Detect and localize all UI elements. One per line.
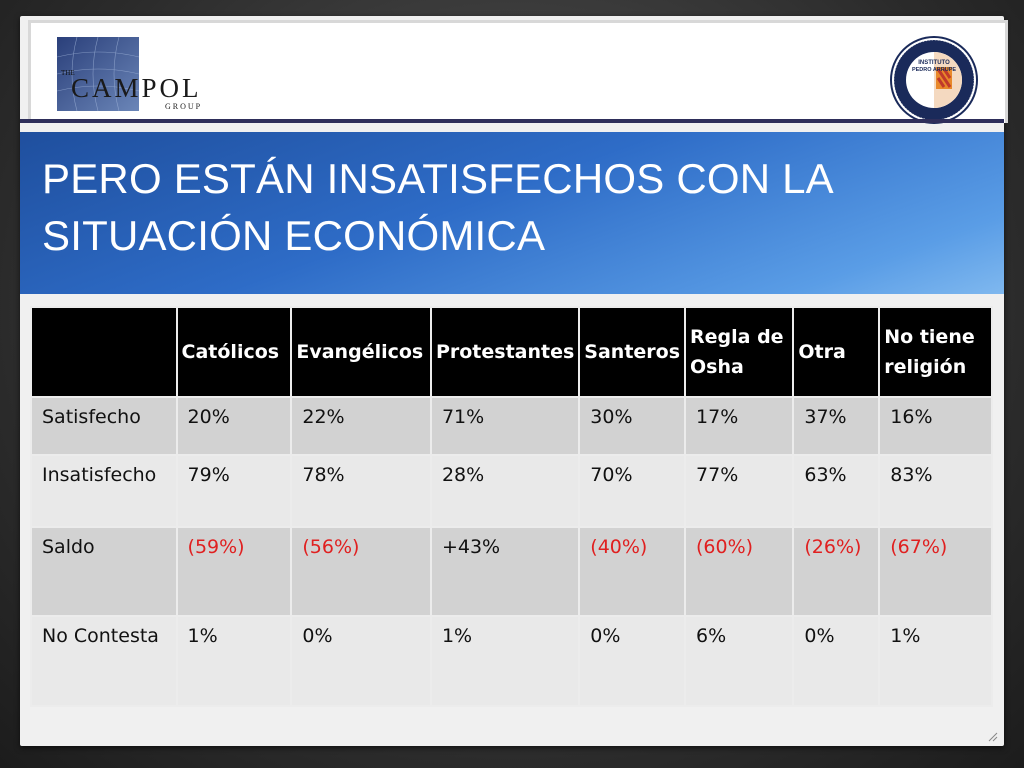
slide: THE CAMPOL GROUP INSTITUTO PEDRO ARRUPE … — [20, 16, 1008, 746]
resize-grip-icon — [988, 732, 998, 742]
table-cell: 63% — [792, 454, 881, 528]
table-cell: 30% — [578, 396, 687, 456]
table-row: Saldo (59%) (56%) +43% (40%) (60%) (26%)… — [30, 526, 993, 617]
table-cell: (60%) — [684, 526, 795, 617]
header-cell-evangelicos: Evangélicos — [290, 306, 432, 398]
table-row: Insatisfecho 79% 78% 28% 70% 77% 63% 83% — [30, 454, 993, 528]
table-cell: 17% — [684, 396, 795, 456]
row-label: No Contesta — [30, 615, 178, 707]
table-cell: 1% — [878, 615, 993, 707]
header-cell-catolicos: Católicos — [175, 306, 293, 398]
table-cell: 20% — [175, 396, 293, 456]
table-cell: (40%) — [578, 526, 687, 617]
table-row: Satisfecho 20% 22% 71% 30% 17% 37% 16% — [30, 396, 993, 456]
table-cell: 1% — [429, 615, 581, 707]
table-cell: 6% — [684, 615, 795, 707]
header-cell-regla-de-osha: Regla de Osha — [684, 306, 795, 398]
table-cell: 1% — [175, 615, 293, 707]
table-cell: 70% — [578, 454, 687, 528]
header-cell-no-religion: No tiene religión — [878, 306, 993, 398]
table-cell: 37% — [792, 396, 881, 456]
row-label: Saldo — [30, 526, 178, 617]
table-cell: 16% — [878, 396, 993, 456]
table-cell: (67%) — [878, 526, 993, 617]
campol-small-bottom: GROUP — [165, 102, 202, 111]
seal-line2: PEDRO ARRUPE — [912, 67, 956, 73]
row-label: Satisfecho — [30, 396, 178, 456]
row-label: Insatisfecho — [30, 454, 178, 528]
table-cell: 22% — [290, 396, 432, 456]
table-cell: (26%) — [792, 526, 881, 617]
seal-line1: INSTITUTO — [918, 60, 950, 66]
campol-small-top: THE — [61, 69, 75, 77]
title-band — [20, 132, 1004, 294]
institute-seal-logo: INSTITUTO PEDRO ARRUPE — [890, 36, 978, 124]
table-header-row: Católicos Evangélicos Protestantes Sante… — [30, 306, 993, 398]
title-line-1: PERO ESTÁN INSATISFECHOS CON LA — [42, 155, 834, 202]
results-table: Católicos Evangélicos Protestantes Sante… — [30, 306, 993, 707]
slide-title: PERO ESTÁN INSATISFECHOS CON LA SITUACIÓ… — [42, 150, 942, 264]
campol-text: CAMPOL — [71, 73, 202, 103]
title-line-2: SITUACIÓN ECONÓMICA — [42, 212, 546, 259]
table-row: No Contesta 1% 0% 1% 0% 6% 0% 1% — [30, 615, 993, 707]
table-cell: 0% — [578, 615, 687, 707]
table-cell: 79% — [175, 454, 293, 528]
logo-divider — [20, 119, 1004, 123]
table-cell: (56%) — [290, 526, 432, 617]
table-cell: 0% — [792, 615, 881, 707]
campol-logo: THE CAMPOL GROUP — [57, 37, 202, 112]
logo-bar: THE CAMPOL GROUP INSTITUTO PEDRO ARRUPE — [28, 20, 1008, 124]
table-cell: 28% — [429, 454, 581, 528]
header-cell-otra: Otra — [792, 306, 881, 398]
header-cell-empty — [30, 306, 178, 398]
table-cell: (59%) — [175, 526, 293, 617]
table-cell: 71% — [429, 396, 581, 456]
table-cell: 0% — [290, 615, 432, 707]
table-cell: +43% — [429, 526, 581, 617]
table-cell: 78% — [290, 454, 432, 528]
header-cell-protestantes: Protestantes — [429, 306, 581, 398]
header-cell-santeros: Santeros — [578, 306, 687, 398]
table-cell: 83% — [878, 454, 993, 528]
table-cell: 77% — [684, 454, 795, 528]
